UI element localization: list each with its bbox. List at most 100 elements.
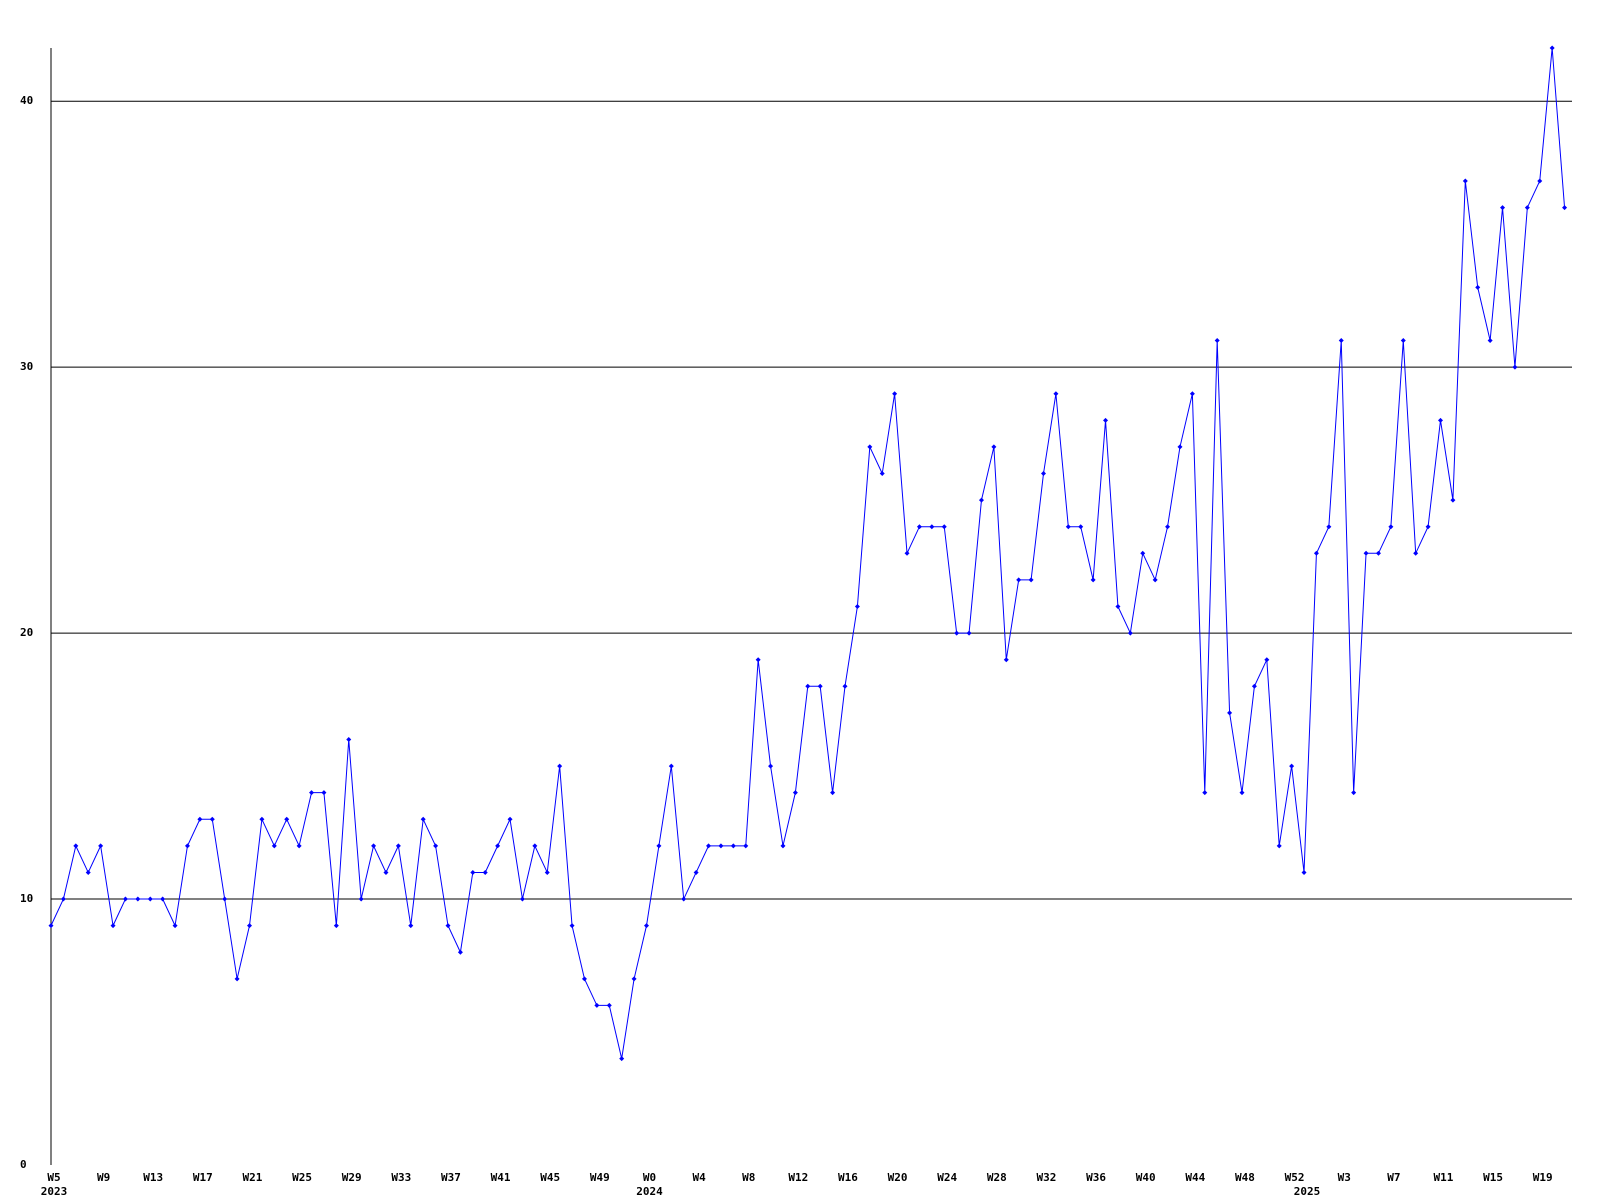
point	[333, 923, 339, 929]
x-tick-label: W20	[888, 1171, 908, 1184]
x-tick-label: W5	[47, 1171, 60, 1184]
point	[1301, 869, 1307, 875]
x-tick-label: W37	[441, 1171, 461, 1184]
y-tick-label: 20	[20, 626, 33, 639]
point	[879, 471, 885, 477]
point	[1500, 205, 1506, 211]
x-tick-label: W28	[987, 1171, 1007, 1184]
point	[457, 949, 463, 955]
x-tick-label: W13	[143, 1171, 163, 1184]
point	[259, 816, 265, 822]
point	[519, 896, 525, 902]
point	[792, 790, 798, 796]
point	[271, 843, 277, 849]
point	[1537, 178, 1543, 184]
point	[606, 1002, 612, 1008]
point	[110, 923, 116, 929]
point	[544, 869, 550, 875]
point	[1437, 417, 1443, 423]
point	[222, 896, 228, 902]
point	[507, 816, 513, 822]
x-tick-label: W4	[692, 1171, 706, 1184]
point	[1140, 550, 1146, 556]
point	[122, 896, 128, 902]
point	[1338, 338, 1344, 344]
point	[1425, 524, 1431, 530]
point	[854, 604, 860, 609]
point	[209, 816, 215, 822]
point	[433, 843, 439, 849]
point	[842, 683, 848, 689]
x-year-label: 2023	[41, 1185, 68, 1198]
point	[85, 869, 91, 875]
point	[1028, 577, 1034, 583]
point	[246, 923, 252, 929]
point	[706, 843, 712, 849]
point	[1040, 471, 1046, 477]
point	[135, 896, 141, 902]
point	[172, 923, 178, 929]
point	[619, 1056, 625, 1062]
x-tick-label: W11	[1434, 1171, 1454, 1184]
point	[358, 896, 364, 902]
point	[1375, 550, 1381, 556]
point	[1363, 550, 1369, 556]
x-tick-label: W8	[742, 1171, 755, 1184]
point	[495, 843, 501, 849]
point	[941, 524, 947, 530]
point	[1562, 205, 1568, 211]
point	[1313, 550, 1319, 556]
point	[643, 923, 649, 929]
x-tick-label: W0	[643, 1171, 656, 1184]
x-tick-label: W25	[292, 1171, 312, 1184]
x-tick-label: W3	[1338, 1171, 1351, 1184]
y-tick-label: 0	[20, 1158, 27, 1171]
point	[445, 923, 451, 929]
point	[594, 1002, 600, 1008]
x-tick-label: W36	[1086, 1171, 1106, 1184]
point	[780, 843, 786, 849]
point	[581, 976, 587, 982]
point	[817, 683, 823, 689]
point	[309, 790, 315, 796]
point	[197, 816, 203, 822]
point	[1388, 524, 1394, 530]
point	[234, 976, 240, 982]
x-tick-label: W16	[838, 1171, 858, 1184]
point	[1189, 391, 1195, 397]
point	[1090, 577, 1096, 583]
point	[346, 736, 352, 742]
point	[1177, 444, 1183, 450]
point	[321, 790, 327, 796]
point	[978, 497, 984, 503]
point	[991, 444, 997, 450]
point	[532, 843, 538, 849]
point	[1202, 790, 1208, 796]
point	[395, 843, 401, 849]
point	[482, 869, 488, 875]
point	[1487, 338, 1493, 344]
x-tick-label: W24	[937, 1171, 957, 1184]
x-tick-label: W33	[391, 1171, 411, 1184]
point	[1512, 364, 1518, 370]
point	[743, 843, 749, 849]
x-tick-label: W49	[590, 1171, 610, 1184]
point	[966, 630, 972, 636]
point	[954, 630, 960, 636]
x-tick-label: W17	[193, 1171, 213, 1184]
y-tick-label: 40	[20, 94, 33, 107]
point	[1289, 763, 1295, 769]
point	[1326, 524, 1332, 530]
point	[1053, 391, 1059, 397]
point	[569, 923, 575, 929]
x-tick-label: W7	[1387, 1171, 1400, 1184]
point	[693, 869, 699, 875]
point	[1251, 683, 1257, 689]
point	[1214, 338, 1220, 344]
point	[160, 896, 166, 902]
x-tick-label: W21	[243, 1171, 263, 1184]
point	[1115, 604, 1121, 609]
point	[147, 896, 153, 902]
series-line	[50, 47, 1566, 1059]
